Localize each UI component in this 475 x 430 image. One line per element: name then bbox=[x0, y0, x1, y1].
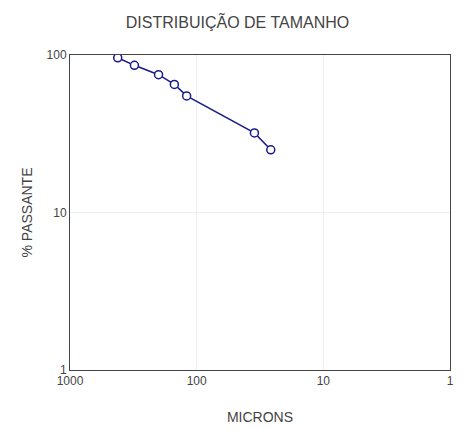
svg-text:1: 1 bbox=[60, 363, 67, 377]
svg-text:DISTRIBUIÇÃO DE TAMANHO: DISTRIBUIÇÃO DE TAMANHO bbox=[126, 12, 349, 31]
svg-text:10: 10 bbox=[53, 206, 67, 220]
svg-text:MICRONS: MICRONS bbox=[227, 409, 293, 425]
svg-text:1: 1 bbox=[447, 374, 454, 388]
svg-text:100: 100 bbox=[187, 374, 207, 388]
svg-text:1000: 1000 bbox=[57, 374, 84, 388]
svg-text:100: 100 bbox=[47, 48, 67, 62]
svg-text:% PASSANTE: % PASSANTE bbox=[19, 168, 35, 258]
svg-text:10: 10 bbox=[317, 374, 331, 388]
